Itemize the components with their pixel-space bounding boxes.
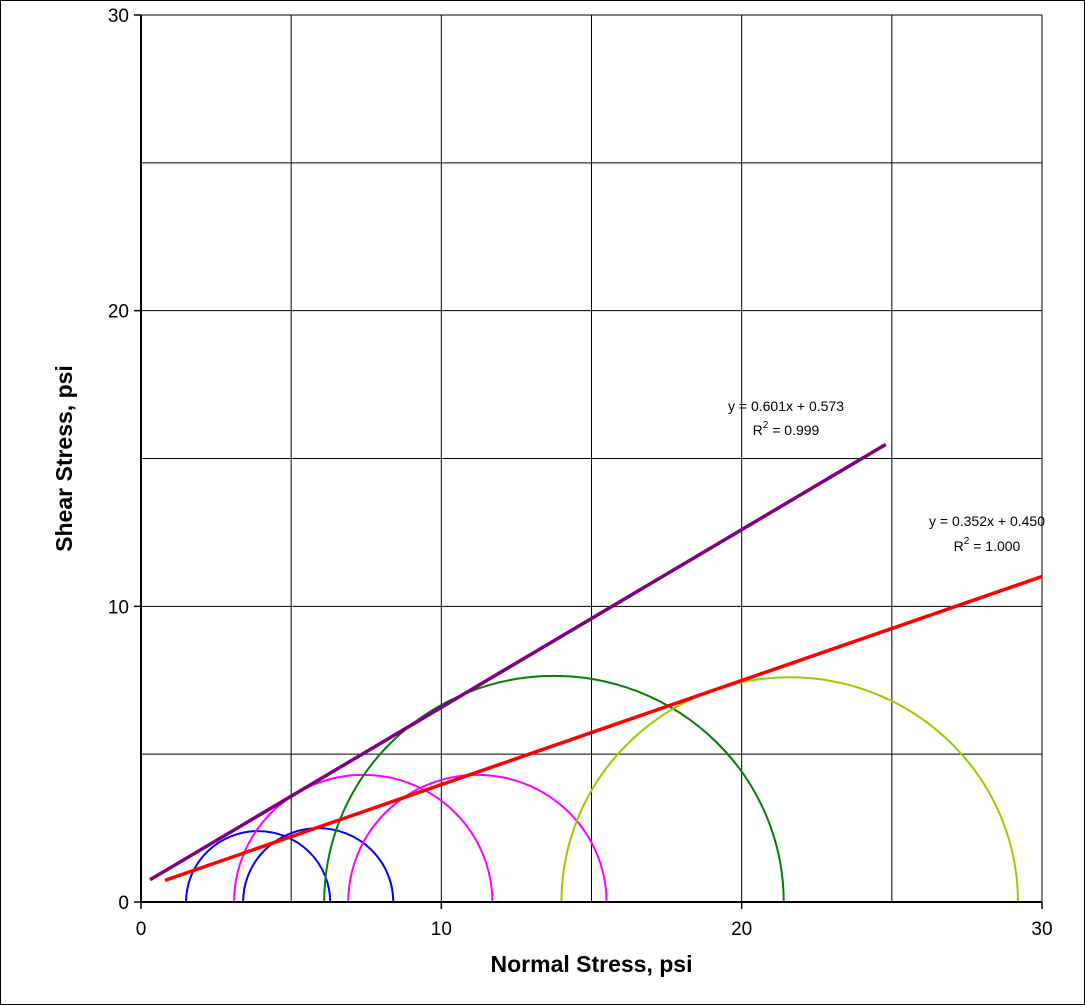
- r2-value: = 0.999: [768, 422, 819, 438]
- r2-superscript: 2: [763, 420, 769, 431]
- trendline-equation-purple: y = 0.601x + 0.573: [728, 398, 844, 414]
- r2-value: = 1.000: [969, 538, 1020, 554]
- mohr-circle: [347, 773, 608, 903]
- mohr-circle: [242, 827, 395, 903]
- grid-lines: [141, 14, 1043, 902]
- x-axis-title: Normal Stress, psi: [491, 951, 693, 977]
- axes: [134, 14, 1043, 909]
- envelope-line-purple: [149, 442, 887, 882]
- y-tick-label: 10: [108, 597, 129, 618]
- x-tick-label: 30: [1031, 919, 1052, 940]
- tick-labels: 0 10 20 30 0 10 20 30: [108, 6, 1053, 940]
- mohr-circles: [185, 674, 1019, 903]
- mohr-circle: [233, 773, 494, 903]
- x-tick-label: 0: [136, 919, 147, 940]
- mohr-circle: [560, 677, 1019, 903]
- x-tick-label: 10: [431, 919, 452, 940]
- failure-envelopes: [149, 442, 1043, 883]
- trendline-equation-red: y = 0.352x + 0.450: [929, 513, 1045, 529]
- y-tick-label: 0: [118, 893, 129, 914]
- mohr-circle: [323, 674, 785, 903]
- r2-label: R: [954, 538, 964, 554]
- y-tick-label: 20: [108, 302, 129, 323]
- r2-superscript: 2: [964, 536, 970, 547]
- y-tick-label: 30: [108, 6, 129, 27]
- trendline-r2-purple: R2 = 0.999: [753, 420, 820, 438]
- envelope-line-red: [164, 574, 1043, 883]
- y-axis-title: Shear Stress, psi: [51, 365, 77, 552]
- trendline-r2-red: R2 = 1.000: [954, 536, 1021, 554]
- x-tick-label: 20: [731, 919, 752, 940]
- r2-label: R: [753, 422, 763, 438]
